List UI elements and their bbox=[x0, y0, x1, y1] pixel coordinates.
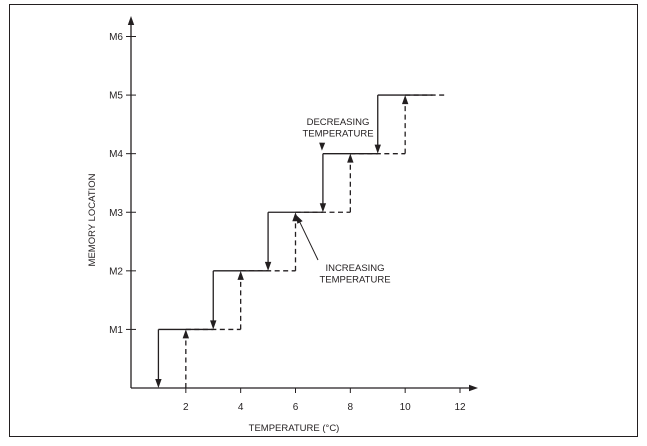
ticks: 2 4 6 8 10 12 M1 M2 M3 M4 M5 M6 bbox=[109, 32, 466, 413]
annotation-arrow-icon bbox=[319, 143, 325, 151]
up-arrow-icon bbox=[347, 154, 353, 163]
down-arrow-icon bbox=[320, 203, 326, 212]
annotation-leader-line bbox=[300, 222, 318, 260]
down-arrow-icon bbox=[375, 145, 381, 154]
annotations: DECREASINGTEMPERATUREINCREASINGTEMPERATU… bbox=[297, 117, 391, 286]
up-arrow-icon bbox=[183, 329, 189, 338]
x-tick-label: 6 bbox=[293, 402, 299, 413]
annotation-text: TEMPERATURE bbox=[302, 129, 373, 140]
down-arrow-icon bbox=[210, 320, 216, 329]
y-tick-label: M1 bbox=[109, 325, 123, 336]
x-tick-label: 8 bbox=[348, 402, 354, 413]
down-arrow-icon bbox=[265, 262, 271, 271]
y-axis-label: MEMORY LOCATION bbox=[87, 173, 98, 266]
x-axis-arrow-icon bbox=[469, 385, 478, 391]
y-tick-label: M6 bbox=[109, 32, 123, 43]
annotation-text: DECREASING bbox=[307, 117, 370, 128]
down-arrow-icon bbox=[155, 379, 161, 388]
series bbox=[155, 95, 446, 388]
y-tick-label: M5 bbox=[109, 91, 123, 102]
up-arrow-icon bbox=[402, 95, 408, 104]
decreasing-series bbox=[155, 95, 432, 388]
y-tick-label: M2 bbox=[109, 266, 123, 277]
y-axis-arrow-icon bbox=[128, 16, 134, 25]
figure-border bbox=[10, 5, 638, 437]
x-tick-label: 10 bbox=[400, 402, 412, 413]
annotation-text: TEMPERATURE bbox=[319, 275, 390, 286]
x-tick-label: 12 bbox=[454, 402, 466, 413]
up-arrow-icon bbox=[237, 271, 243, 280]
x-tick-label: 2 bbox=[183, 402, 189, 413]
y-tick-label: M3 bbox=[109, 208, 123, 219]
y-tick-label: M4 bbox=[109, 149, 123, 160]
x-axis-label: TEMPERATURE (°C) bbox=[249, 423, 340, 434]
x-tick-label: 4 bbox=[238, 402, 244, 413]
axes bbox=[128, 16, 478, 391]
annotation-text: INCREASING bbox=[325, 263, 384, 274]
annotation-arrow-icon bbox=[297, 215, 303, 224]
